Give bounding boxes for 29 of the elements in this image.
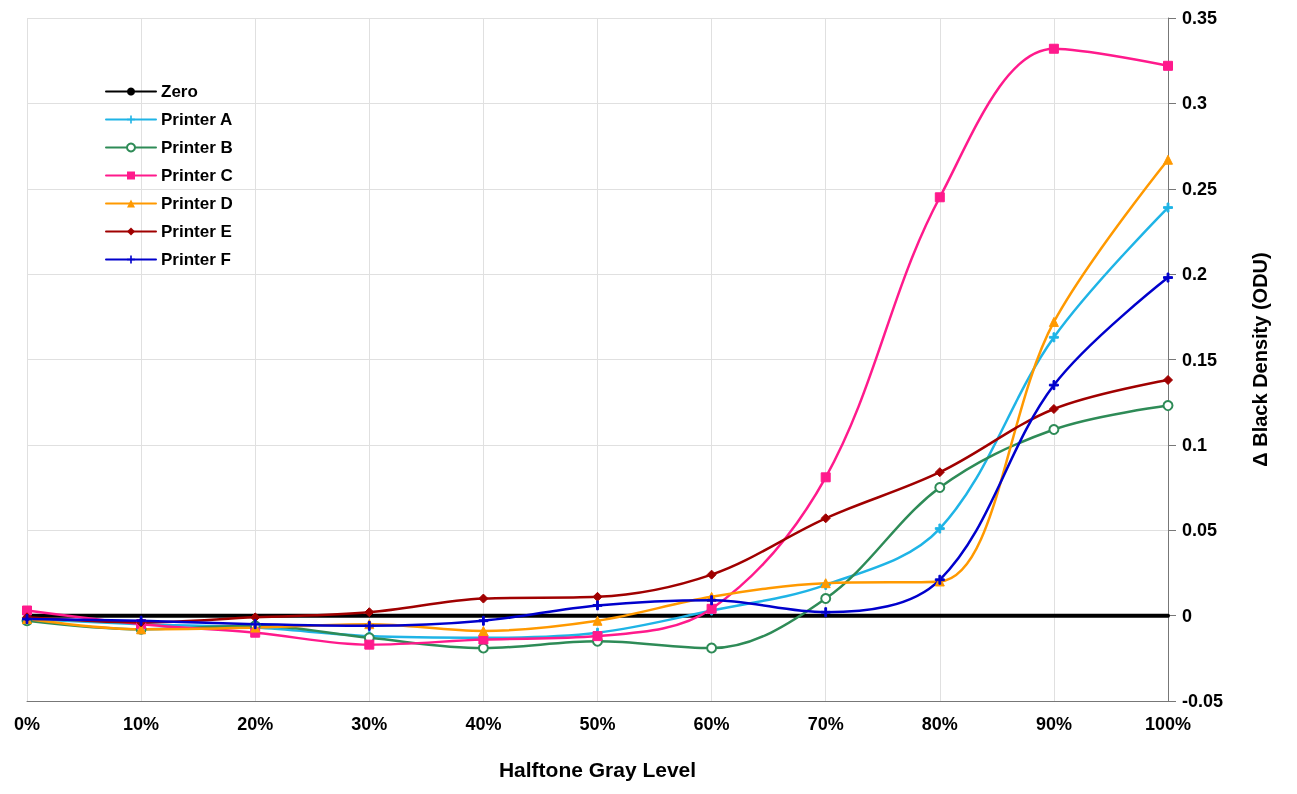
x-tick-label: 10% bbox=[123, 714, 160, 734]
x-tick-label: 0% bbox=[13, 714, 41, 734]
y-tick-label: 0.25 bbox=[1182, 178, 1218, 199]
y-tick-label: 0 bbox=[1182, 605, 1193, 626]
x-tick-label: 90% bbox=[1035, 714, 1072, 734]
x-tick-label: 30% bbox=[351, 714, 388, 734]
x-axis-title: Halftone Gray Level bbox=[498, 758, 697, 781]
y-tick-label: 0.15 bbox=[1182, 349, 1218, 370]
y-tick-label: 0.3 bbox=[1182, 93, 1208, 114]
y-tick-label: 0.2 bbox=[1182, 264, 1208, 285]
y-tick-label: -0.05 bbox=[1182, 691, 1224, 711]
y-tick-label: 0.05 bbox=[1182, 520, 1218, 541]
x-tick-label: 40% bbox=[465, 714, 502, 734]
x-tick-label: 50% bbox=[579, 714, 616, 734]
y-tick-label: 0.1 bbox=[1182, 434, 1208, 455]
legend-label: Zero bbox=[161, 82, 198, 101]
legend-label: Printer B bbox=[161, 138, 233, 157]
x-tick-label: 60% bbox=[693, 714, 730, 734]
x-tick-label: 80% bbox=[921, 714, 958, 734]
x-tick-label: 70% bbox=[807, 714, 844, 734]
legend-label: Printer C bbox=[161, 166, 233, 185]
legend-label: Printer F bbox=[161, 250, 231, 269]
x-tick-label: 20% bbox=[237, 714, 274, 734]
y-axis-title: Δ Black Density (ODU) bbox=[1249, 252, 1271, 467]
legend-label: Printer D bbox=[161, 194, 233, 213]
x-tick-label: 100% bbox=[1144, 714, 1192, 734]
y-tick-label: 0.35 bbox=[1182, 8, 1218, 28]
legend-label: Printer E bbox=[161, 222, 232, 241]
legend-label: Printer A bbox=[161, 110, 233, 129]
